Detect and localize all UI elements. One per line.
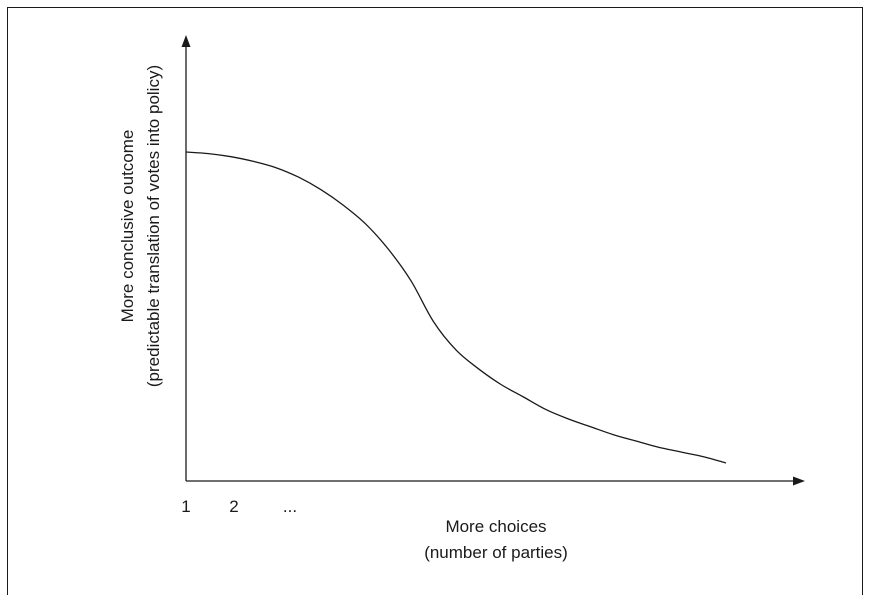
x-axis-sublabel: (number of parties) [424, 543, 568, 562]
figure-frame [7, 7, 863, 595]
y-axis-sublabel: (predictable translation of votes into p… [144, 65, 163, 387]
x-tick-label: ... [283, 497, 297, 516]
x-tick-label: 1 [181, 497, 190, 516]
x-axis-arrow-icon [793, 476, 805, 486]
y-axis-label: More conclusive outcome [118, 130, 137, 323]
x-tick-labels: 1 2... [181, 497, 297, 516]
y-axis-arrow-icon [181, 35, 191, 47]
x-axis-label: More choices [445, 517, 546, 536]
x-tick-label: 2 [229, 497, 238, 516]
series-line [185, 151, 727, 464]
